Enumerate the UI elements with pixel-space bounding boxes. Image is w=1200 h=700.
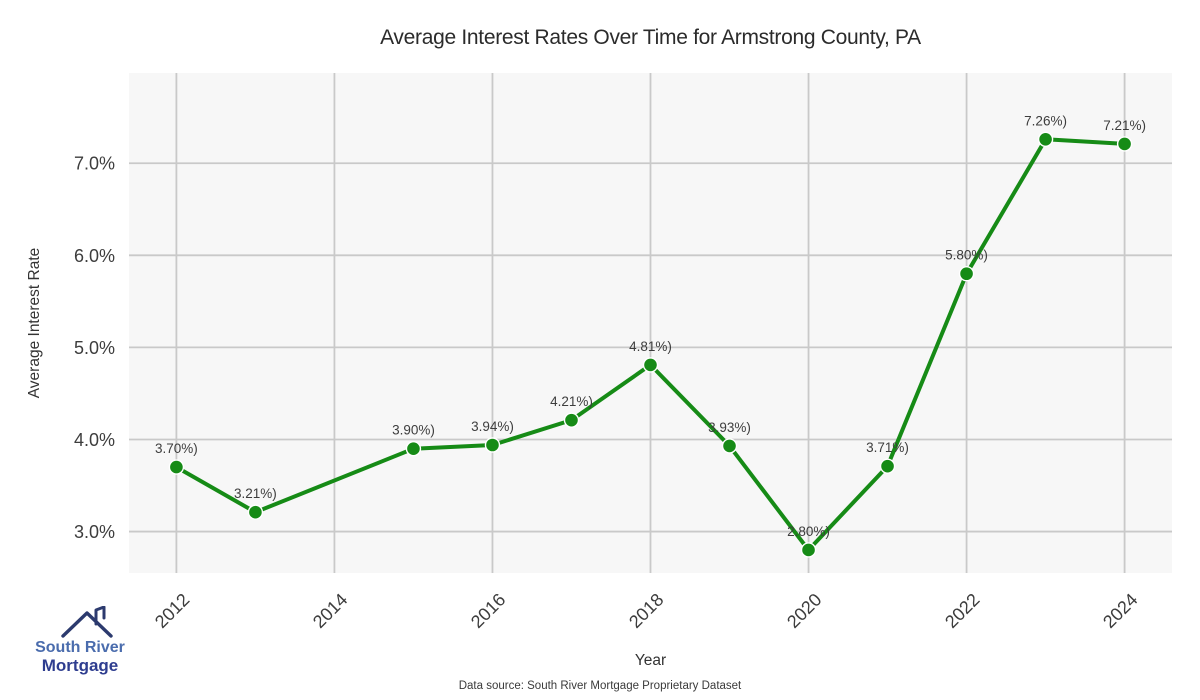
data-point [563,412,580,428]
data-point-label: 7.26%) [1024,113,1067,128]
data-point [1116,136,1133,152]
data-point [484,437,501,453]
data-point [247,504,264,520]
data-point [642,357,659,373]
x-tick-label: 2016 [467,590,509,632]
logo: South River Mortgage [18,606,142,675]
y-axis-title: Average Interest Rate [26,247,43,399]
data-point-label: 3.90%) [392,423,435,438]
house-roof-icon [61,606,113,638]
y-tick-label: 4.0% [74,430,115,450]
y-tick-label: 7.0% [74,154,115,174]
logo-text-line1: South River [35,639,125,656]
y-tick-label: 5.0% [74,338,115,358]
data-point-label: 3.70%) [155,441,198,456]
data-point-label: 4.21%) [550,394,593,409]
x-tick-label: 2020 [783,590,825,632]
y-tick-label: 6.0% [74,246,115,266]
x-tick-label: 2024 [1099,590,1141,632]
x-tick-label: 2022 [941,590,983,632]
data-point-label: 7.21%) [1103,118,1146,133]
data-point-label: 3.94%) [471,419,514,434]
x-tick-label: 2012 [151,590,193,632]
x-tick-label: 2014 [309,590,351,632]
data-line [174,137,1127,552]
data-point [958,266,975,282]
data-point-label: 5.80%) [945,248,988,263]
x-axis-title: Year [634,652,667,669]
data-point-label: 3.71%) [866,440,909,455]
chart-title: Average Interest Rates Over Time for Arm… [380,26,921,49]
data-point [168,459,185,475]
data-point [1037,131,1054,147]
x-tick-label: 2018 [625,590,667,632]
data-point [405,440,422,457]
logo-text-line2: Mortgage [41,655,119,675]
data-point-label: 4.81%) [629,339,672,354]
data-point [721,438,738,454]
data-point [800,542,817,558]
data-source-text: Data source: South River Mortgage Propri… [458,680,742,692]
data-point [879,458,896,474]
y-tick-label: 3.0% [74,522,115,542]
data-point-label: 2.80%) [787,524,830,539]
data-point-label: 3.21%) [234,486,277,501]
data-point-label: 3.93%) [708,420,751,435]
